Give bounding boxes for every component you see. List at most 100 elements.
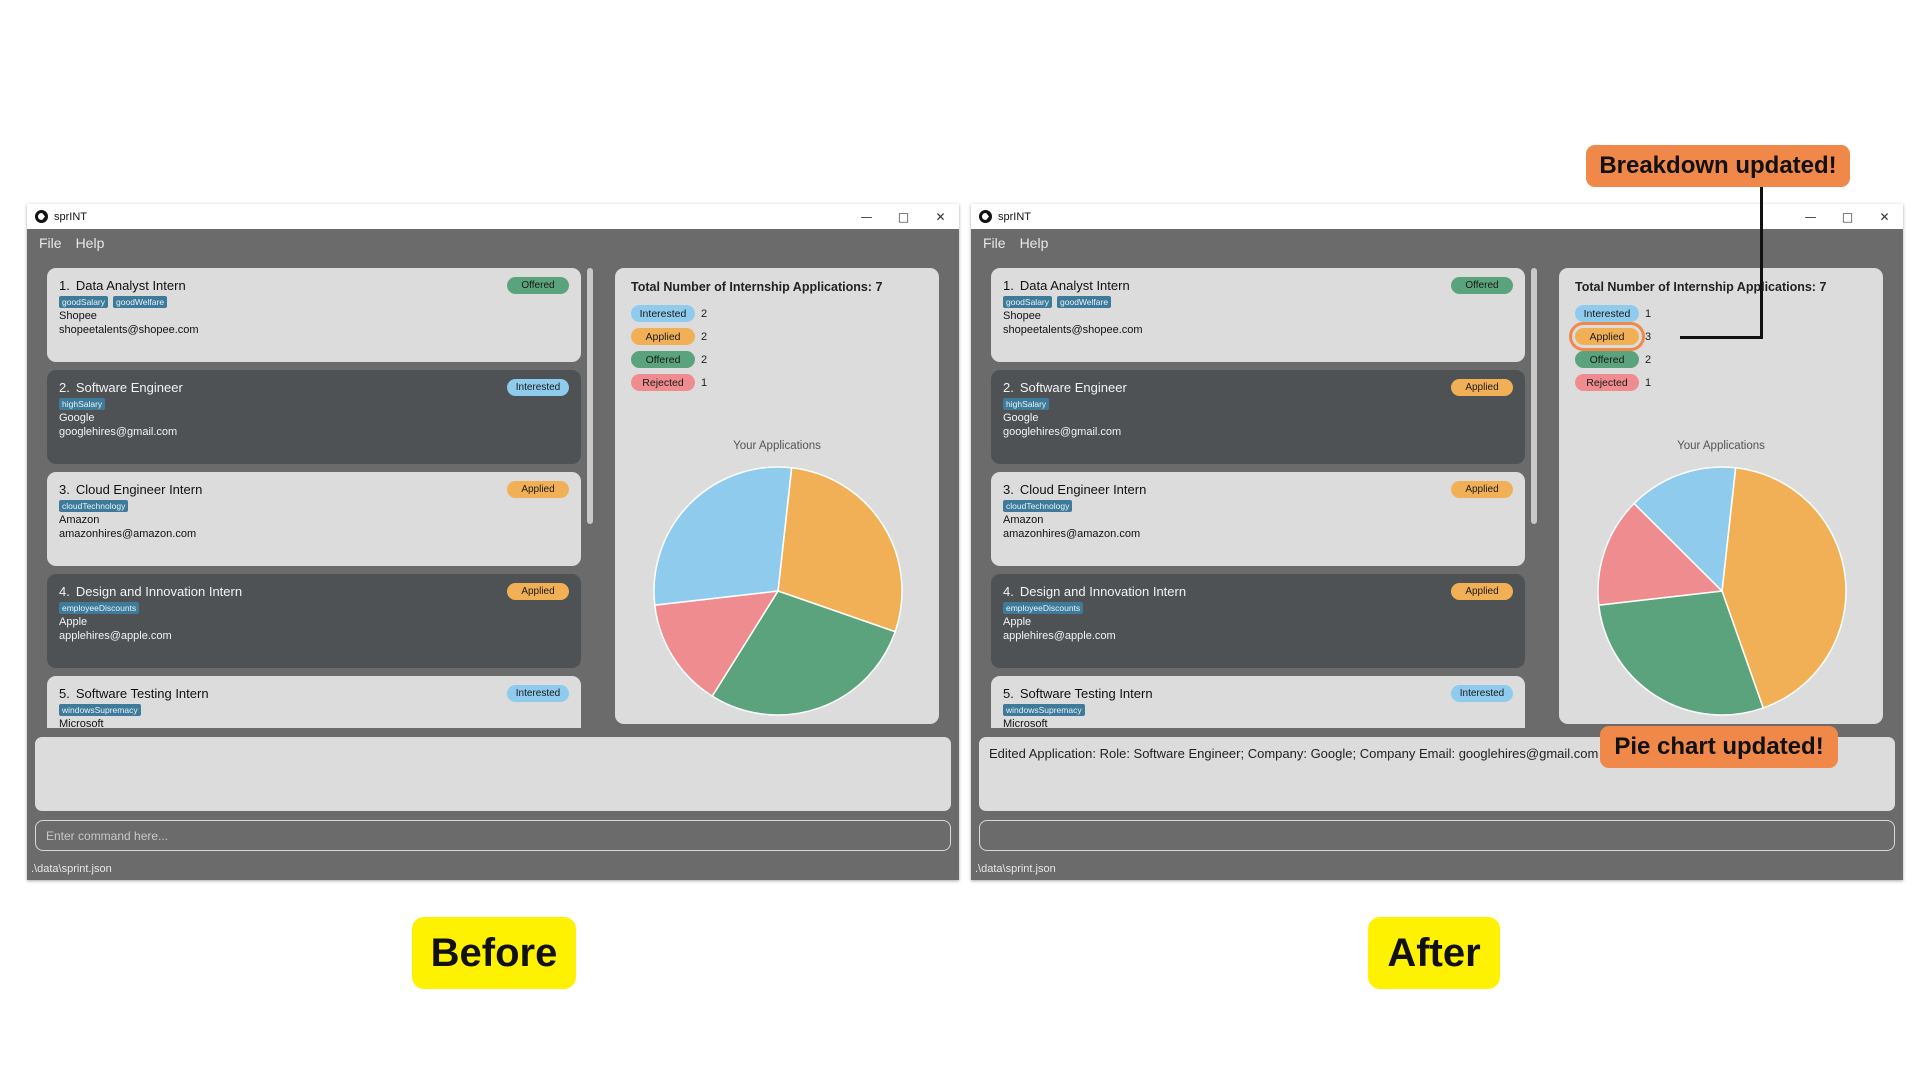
stat-label: Rejected xyxy=(1575,374,1639,391)
card-company: Microsoft xyxy=(59,718,104,728)
close-icon[interactable]: ✕ xyxy=(1879,209,1890,224)
minimize-icon[interactable]: — xyxy=(860,209,873,224)
card-role: Design and Innovation Intern xyxy=(75,584,243,599)
status-bar-path: .\data\sprint.json xyxy=(975,863,1056,875)
application-card[interactable]: 3. Cloud Engineer Intern cloudTechnology Am… xyxy=(47,472,581,566)
stat-label: Interested xyxy=(631,305,695,322)
tag: employeeDiscounts xyxy=(1003,602,1084,614)
application-card[interactable]: 4. Design and Innovation Intern employeeDi… xyxy=(991,574,1525,668)
card-role: Data Analyst Intern xyxy=(75,278,186,293)
card-company: Apple xyxy=(59,616,88,628)
card-email: applehires@apple.com xyxy=(1003,630,1116,642)
stat-count: 2 xyxy=(701,353,708,366)
app-window-before: sprINT — □ ✕ File Help 1. Data Analyst In… xyxy=(27,204,959,880)
card-title: 2. Software Engineer xyxy=(1003,380,1513,395)
list-scrollbar[interactable] xyxy=(1531,268,1537,524)
command-input[interactable]: Enter command here... xyxy=(35,820,951,851)
application-card[interactable]: 2. Software Engineer highSalary Google googl… xyxy=(991,370,1525,464)
card-title: 5. Software Testing Intern xyxy=(1003,686,1513,701)
tag-list: windowsSupremacy xyxy=(1003,704,1513,716)
stat-row-applied: Applied 3 xyxy=(1569,322,1867,351)
menu-bar: File Help xyxy=(971,229,1903,257)
result-display xyxy=(35,737,951,811)
tag: goodWelfare xyxy=(1057,296,1112,308)
app-logo-icon xyxy=(979,210,992,223)
card-index: 4. xyxy=(1003,584,1014,599)
card-role: Software Testing Intern xyxy=(75,686,209,701)
stat-count: 2 xyxy=(701,307,708,320)
stat-row-rejected: Rejected 1 xyxy=(631,371,923,394)
stat-row-offered: Offered 2 xyxy=(631,348,923,371)
maximize-icon[interactable]: □ xyxy=(897,209,910,224)
application-card[interactable]: 1. Data Analyst Intern goodSalary goodWelfa… xyxy=(47,268,581,362)
menu-file[interactable]: File xyxy=(983,235,1006,251)
pie-slice-interested xyxy=(653,466,793,606)
status-badge: Offered xyxy=(1451,277,1513,294)
card-role: Data Analyst Intern xyxy=(1019,278,1130,293)
application-list[interactable]: 1. Data Analyst Intern goodSalary goodWelfa… xyxy=(991,268,1525,728)
window-title: sprINT xyxy=(998,210,1031,223)
window-title: sprINT xyxy=(54,210,87,223)
tag: cloudTechnology xyxy=(59,500,129,512)
statistics-panel: Total Number of Internship Applications:… xyxy=(615,268,939,724)
stat-label: Offered xyxy=(1575,351,1639,368)
card-title: 1. Data Analyst Intern xyxy=(1003,278,1513,293)
callout-connector-horizontal xyxy=(1680,336,1763,339)
card-email: shopeetalents@shopee.com xyxy=(1003,324,1143,336)
menu-help[interactable]: Help xyxy=(1019,235,1049,251)
stat-row-interested: Interested 2 xyxy=(631,302,923,325)
application-card[interactable]: 2. Software Engineer highSalary Google googl… xyxy=(47,370,581,464)
status-badge: Interested xyxy=(507,685,569,702)
card-email: amazonhires@amazon.com xyxy=(1003,528,1141,540)
card-company: Microsoft xyxy=(1003,718,1048,728)
status-bar-path: .\data\sprint.json xyxy=(31,863,112,875)
stat-label: Applied xyxy=(631,328,695,345)
command-input[interactable] xyxy=(979,820,1895,851)
stat-row-applied: Applied 2 xyxy=(631,325,923,348)
pie-slice-rejected xyxy=(653,590,780,698)
status-badge: Applied xyxy=(507,583,569,600)
tag-list: goodSalary goodWelfare xyxy=(59,296,569,308)
card-company: Google xyxy=(1003,412,1039,424)
tag-list: goodSalary goodWelfare xyxy=(1003,296,1513,308)
application-card[interactable]: 5. Software Testing Intern windowsSupremac… xyxy=(991,676,1525,728)
card-title: 4. Design and Innovation Intern xyxy=(1003,584,1513,599)
status-badge: Applied xyxy=(507,481,569,498)
card-role: Cloud Engineer Intern xyxy=(1019,482,1147,497)
card-index: 4. xyxy=(59,584,70,599)
application-card[interactable]: 1. Data Analyst Intern goodSalary goodWelfa… xyxy=(991,268,1525,362)
total-applications: Total Number of Internship Applications:… xyxy=(631,280,883,294)
title-bar: sprINT — □ ✕ xyxy=(971,204,1903,229)
application-list[interactable]: 1. Data Analyst Intern goodSalary goodWelfa… xyxy=(47,268,581,728)
tag-list: cloudTechnology xyxy=(1003,500,1513,512)
application-card[interactable]: 4. Design and Innovation Intern employeeDi… xyxy=(47,574,581,668)
tag: highSalary xyxy=(59,398,106,410)
stat-row-rejected: Rejected 1 xyxy=(1575,371,1867,394)
card-title: 1. Data Analyst Intern xyxy=(59,278,569,293)
pie-slice-applied xyxy=(1721,466,1847,709)
stat-row-offered: Offered 2 xyxy=(1575,348,1867,371)
card-email: googlehires@gmail.com xyxy=(1003,426,1122,438)
chart-title: Your Applications xyxy=(733,440,821,452)
breakdown-updated-callout: Breakdown updated! xyxy=(1586,145,1850,187)
minimize-icon[interactable]: — xyxy=(1804,209,1817,224)
menu-help[interactable]: Help xyxy=(75,235,105,251)
pie-updated-callout: Pie chart updated! xyxy=(1600,726,1838,768)
application-card[interactable]: 3. Cloud Engineer Intern cloudTechnology Am… xyxy=(991,472,1525,566)
card-index: 1. xyxy=(59,278,70,293)
title-bar: sprINT — □ ✕ xyxy=(27,204,959,229)
maximize-icon[interactable]: □ xyxy=(1841,209,1854,224)
close-icon[interactable]: ✕ xyxy=(935,209,946,224)
card-email: applehires@apple.com xyxy=(59,630,172,642)
tag: highSalary xyxy=(1003,398,1050,410)
list-scrollbar[interactable] xyxy=(587,268,593,524)
applications-pie-chart xyxy=(1597,466,1847,716)
applications-pie-chart xyxy=(653,466,903,716)
card-company: Google xyxy=(59,412,95,424)
menu-bar: File Help xyxy=(27,229,959,257)
menu-file[interactable]: File xyxy=(39,235,62,251)
application-card[interactable]: 5. Software Testing Intern windowsSupremac… xyxy=(47,676,581,728)
card-email: googlehires@gmail.com xyxy=(59,426,178,438)
card-company: Amazon xyxy=(1003,514,1044,526)
card-company: Amazon xyxy=(59,514,100,526)
